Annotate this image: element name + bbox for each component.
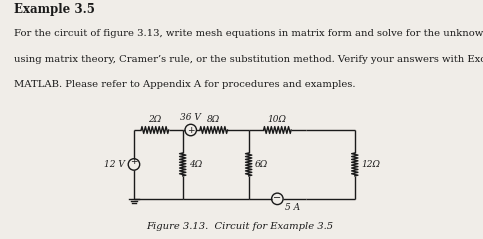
Text: 8Ω: 8Ω bbox=[207, 115, 220, 124]
Text: For the circuit of figure 3.13, write mesh equations in matrix form and solve fo: For the circuit of figure 3.13, write me… bbox=[14, 29, 483, 38]
Text: MATLAB. Please refer to Appendix A for procedures and examples.: MATLAB. Please refer to Appendix A for p… bbox=[14, 80, 356, 89]
Text: 12 V: 12 V bbox=[104, 160, 125, 169]
Text: 12Ω: 12Ω bbox=[361, 160, 380, 169]
Text: 4Ω: 4Ω bbox=[189, 160, 202, 169]
Text: Example 3.5: Example 3.5 bbox=[14, 3, 95, 16]
Text: 36 V: 36 V bbox=[180, 113, 201, 122]
Text: −: − bbox=[273, 194, 282, 203]
Text: using matrix theory, Cramer’s rule, or the substitution method. Verify your answ: using matrix theory, Cramer’s rule, or t… bbox=[14, 55, 483, 64]
Text: +: + bbox=[130, 157, 138, 166]
Text: 2Ω: 2Ω bbox=[148, 115, 161, 124]
Text: 10Ω: 10Ω bbox=[268, 115, 287, 124]
Text: Figure 3.13.  Circuit for Example 3.5: Figure 3.13. Circuit for Example 3.5 bbox=[146, 222, 334, 231]
Text: +: + bbox=[187, 125, 195, 135]
Text: 5 A: 5 A bbox=[285, 203, 300, 212]
Text: 6Ω: 6Ω bbox=[255, 160, 268, 169]
